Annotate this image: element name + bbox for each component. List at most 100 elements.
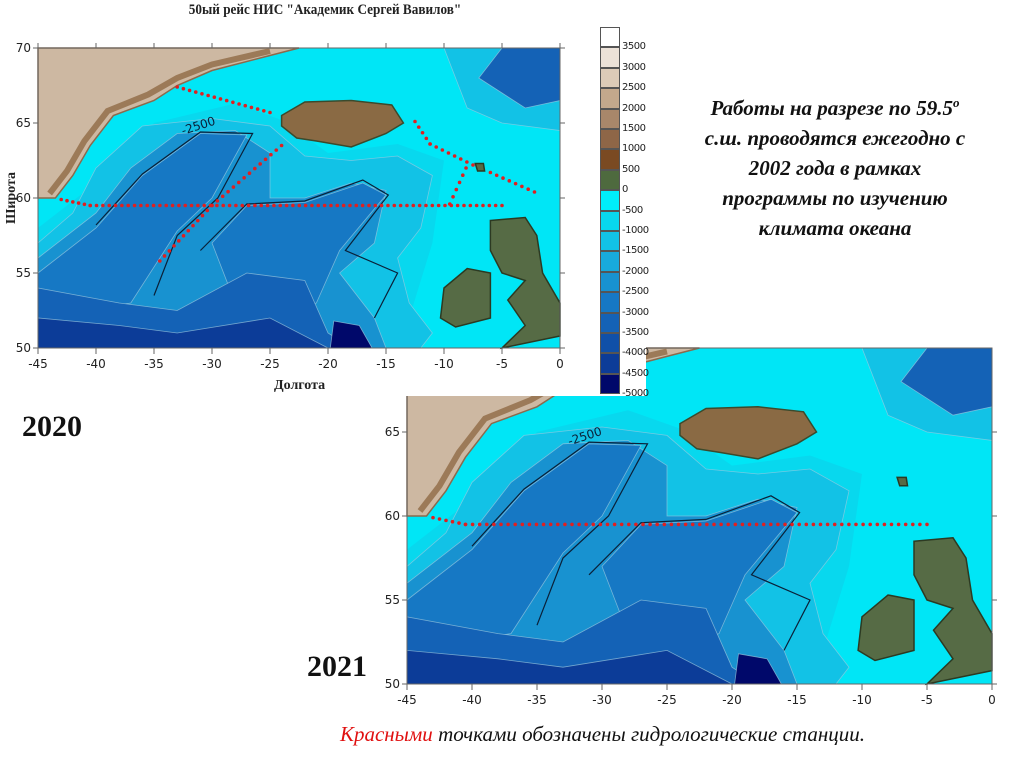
hydrological-station xyxy=(181,233,186,238)
hydrological-station xyxy=(436,203,441,208)
hydrological-station xyxy=(191,223,195,228)
x-tick-label: -40 xyxy=(86,357,106,371)
hydrological-station xyxy=(417,203,422,208)
hydrological-station xyxy=(335,203,340,208)
hydrological-station xyxy=(413,119,417,124)
hydrological-station xyxy=(303,203,308,208)
hydrological-station xyxy=(354,203,359,208)
hydrological-station xyxy=(676,522,681,527)
hydrological-station xyxy=(465,160,469,164)
hydrological-station xyxy=(481,203,485,208)
hydrological-station xyxy=(444,518,448,523)
colorbar-label: 2000 xyxy=(622,102,646,114)
colorbar-swatch xyxy=(600,333,620,354)
hydrological-station xyxy=(634,522,638,527)
hydrological-station xyxy=(487,203,492,208)
hydrological-station xyxy=(341,203,346,208)
hydrological-station xyxy=(101,203,105,208)
hydrological-station xyxy=(205,208,210,213)
hydrological-station xyxy=(259,203,264,208)
hydrological-station xyxy=(468,203,473,208)
hydrological-station xyxy=(450,519,455,524)
hydrological-station xyxy=(889,522,894,527)
x-tick-label: -30 xyxy=(202,357,222,371)
hydrological-station xyxy=(195,218,200,223)
hydrological-station xyxy=(76,201,81,205)
year-label-2020: 2020 xyxy=(22,410,82,443)
hydrological-station xyxy=(158,259,162,263)
contour-2500 xyxy=(588,495,811,651)
hydrological-station xyxy=(151,203,156,208)
hydrological-station xyxy=(520,522,525,527)
hydrological-station xyxy=(446,151,451,155)
faroe-islands-land xyxy=(474,162,486,172)
hydrological-station xyxy=(234,203,238,208)
hydrological-station xyxy=(210,203,214,208)
hydrological-station xyxy=(398,203,403,208)
hydrological-station xyxy=(747,522,752,527)
hydrological-station xyxy=(882,522,887,527)
colorbar-swatch xyxy=(600,190,620,211)
hydrological-station xyxy=(641,522,645,527)
faroe-islands-land xyxy=(896,476,909,487)
hydrological-station xyxy=(164,203,169,208)
colorbar-label: 500 xyxy=(622,163,640,175)
x-tick-label: -15 xyxy=(787,693,807,707)
hydrological-station xyxy=(177,203,181,208)
hydrological-station xyxy=(452,154,457,158)
hydrological-station xyxy=(253,203,257,208)
hydrological-station xyxy=(563,522,567,527)
hydrological-station xyxy=(392,203,397,208)
hydrological-station xyxy=(507,179,512,183)
hydrological-station xyxy=(253,166,257,171)
hydrological-station xyxy=(316,203,321,208)
caption-highlight: Красными xyxy=(340,722,433,746)
hydrological-station xyxy=(367,203,371,208)
y-tick-label: 50 xyxy=(16,341,31,355)
x-tick-label: -20 xyxy=(722,693,742,707)
hydrological-station xyxy=(619,522,624,527)
hydrological-station xyxy=(237,102,241,106)
hydrological-station xyxy=(255,107,260,111)
y-tick-label: 70 xyxy=(16,41,31,55)
hydrological-station xyxy=(683,522,688,527)
hydrological-station xyxy=(488,170,493,175)
hydrological-station xyxy=(59,197,63,202)
hydrological-station xyxy=(471,163,475,167)
hydrological-station xyxy=(797,522,801,527)
hydrological-station xyxy=(434,145,439,149)
x-tick-label: -35 xyxy=(527,693,547,707)
x-tick-label: -25 xyxy=(657,693,677,707)
hydrological-station xyxy=(272,203,276,208)
contour-2500 xyxy=(471,441,649,626)
colorbar-label: 2500 xyxy=(622,82,646,94)
hydrological-station xyxy=(485,522,489,527)
hydrological-station xyxy=(167,249,172,253)
x-tick-label: 0 xyxy=(556,357,564,371)
hydrological-station xyxy=(443,203,447,208)
x-tick-label: -35 xyxy=(144,357,164,371)
hydrological-station xyxy=(454,187,459,192)
hydrological-station xyxy=(206,93,210,98)
hydrological-station xyxy=(196,203,200,208)
ireland-land xyxy=(857,594,915,662)
hydrological-station xyxy=(226,189,230,194)
hydrological-station xyxy=(868,522,872,527)
hydrological-station xyxy=(373,203,378,208)
hydrological-station xyxy=(186,228,191,233)
hydrological-station xyxy=(268,110,272,115)
hydrological-station xyxy=(158,203,162,208)
hydrological-station xyxy=(733,522,738,527)
hydrological-station xyxy=(113,203,118,208)
hydrological-station xyxy=(861,522,865,527)
hydrological-station xyxy=(249,105,254,110)
colorbar-label: -3000 xyxy=(622,306,649,318)
hydrological-station xyxy=(570,522,574,527)
hydrological-station xyxy=(532,190,537,194)
hydrological-station xyxy=(520,184,524,189)
map-2020-panel: 50ый рейс НИС "Академик Сергей Вавилов" … xyxy=(0,0,649,399)
bathymetry-map-2020: -2500-45 -40 -35 -30 -25 -20 -15 -10 -5 070656055… xyxy=(16,41,565,371)
hydrological-station xyxy=(247,171,252,175)
y-tick-label: 65 xyxy=(16,116,31,130)
x-tick-label: -5 xyxy=(496,357,508,371)
